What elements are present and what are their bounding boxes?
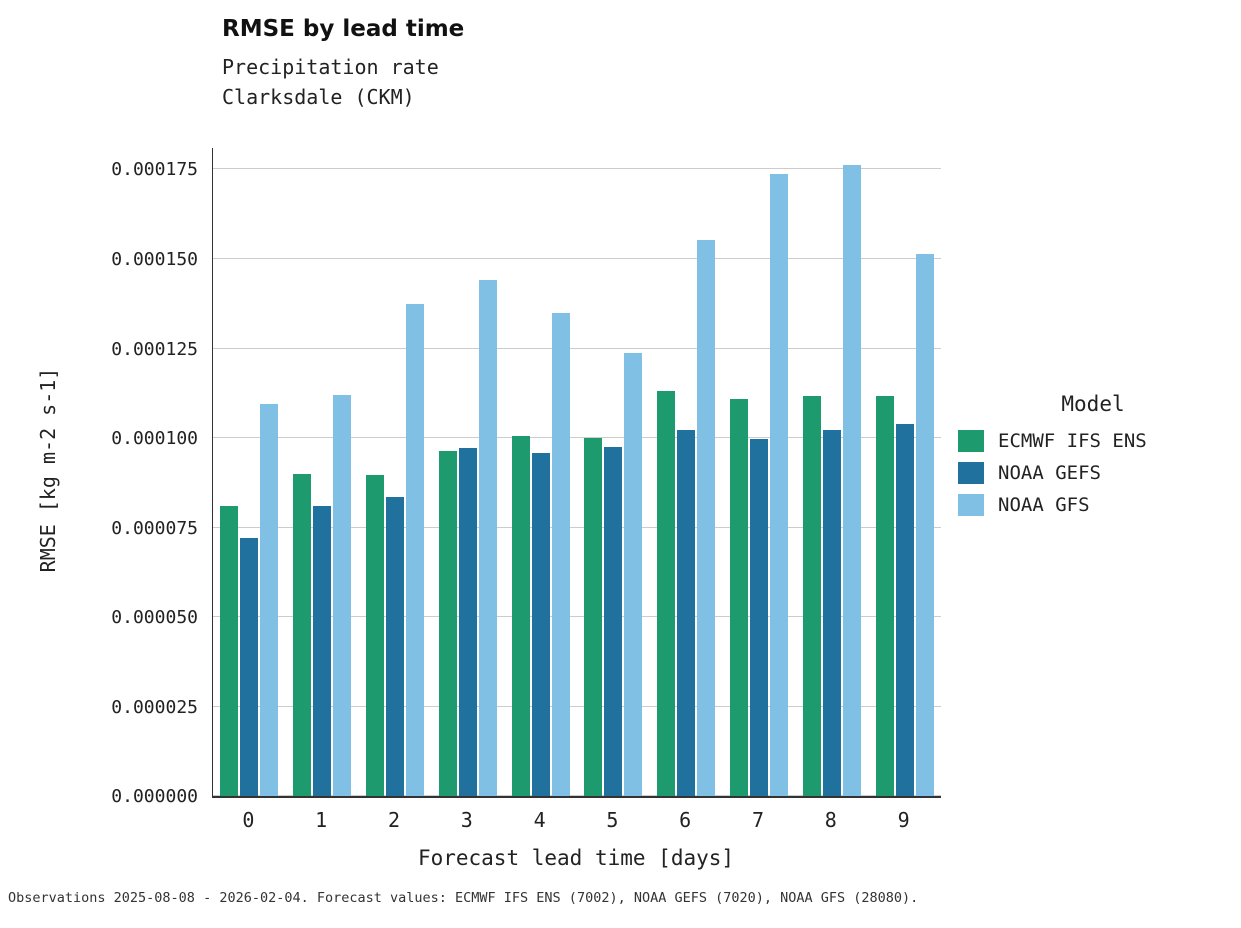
x-tick-label: 1 bbox=[315, 808, 328, 832]
bar-noaa-gefs bbox=[749, 439, 768, 796]
legend-entries: ECMWF IFS ENS NOAA GEFS NOAA GFS bbox=[958, 430, 1228, 516]
gridline bbox=[213, 795, 941, 796]
y-tick-label: 0.000000 bbox=[111, 786, 198, 807]
bar-noaa-gefs bbox=[677, 430, 696, 796]
gridline bbox=[213, 347, 941, 349]
x-tick-label: 0 bbox=[242, 808, 255, 832]
bar-noaa-gefs bbox=[531, 453, 550, 796]
legend-entry-label: ECMWF IFS ENS bbox=[998, 430, 1147, 452]
bar-group-day-5 bbox=[577, 148, 650, 796]
x-axis-label: Forecast lead time [days] bbox=[417, 846, 735, 870]
bar-noaa-gefs bbox=[458, 448, 477, 796]
legend-swatch-icon bbox=[958, 494, 984, 516]
bar-noaa-gfs bbox=[697, 240, 716, 796]
x-tick-label: 9 bbox=[897, 808, 910, 832]
bar-ecmwf-ifs-ens bbox=[657, 390, 676, 796]
y-tick-label: 0.000075 bbox=[111, 517, 198, 539]
legend-entry-label: NOAA GEFS bbox=[998, 462, 1101, 484]
bar-noaa-gfs bbox=[624, 353, 643, 796]
bar-noaa-gefs bbox=[604, 447, 623, 796]
bar-group-day-3 bbox=[431, 148, 504, 796]
legend: Model ECMWF IFS ENS NOAA GEFS NOAA GFS bbox=[958, 392, 1228, 526]
bar-group-day-6 bbox=[650, 148, 723, 796]
bar-ecmwf-ifs-ens bbox=[511, 436, 530, 796]
y-tick-label: 0.000050 bbox=[111, 607, 198, 628]
bar-group-day-1 bbox=[286, 148, 359, 796]
bar-noaa-gfs bbox=[915, 254, 934, 796]
legend-entry: NOAA GEFS bbox=[958, 462, 1228, 484]
bar-ecmwf-ifs-ens bbox=[584, 438, 603, 796]
chart-title: RMSE by lead time bbox=[222, 16, 465, 42]
bar-noaa-gefs bbox=[385, 497, 404, 796]
bar-noaa-gfs bbox=[478, 280, 497, 796]
bar-ecmwf-ifs-ens bbox=[438, 451, 457, 796]
x-tick-label: 8 bbox=[824, 808, 837, 832]
footer-caption: Observations 2025-08-08 - 2026-02-04. Fo… bbox=[8, 890, 919, 906]
bar-noaa-gefs bbox=[895, 423, 914, 796]
bar-noaa-gefs bbox=[822, 430, 841, 796]
bar-group-day-2 bbox=[359, 148, 432, 796]
y-tick-labels: 0.000000 0.000025 0.000050 0.000075 0.000100… bbox=[0, 148, 198, 807]
gridline bbox=[213, 526, 941, 528]
y-tick-label: 0.000175 bbox=[111, 159, 198, 181]
bar-ecmwf-ifs-ens bbox=[729, 398, 748, 796]
y-tick-label: 0.000025 bbox=[111, 696, 198, 718]
x-tick-label: 5 bbox=[606, 808, 619, 832]
y-tick-label: 0.000100 bbox=[111, 428, 198, 449]
x-tick-label: 7 bbox=[751, 808, 765, 832]
legend-entry: NOAA GFS bbox=[958, 494, 1228, 516]
y-tick-label: 0.000125 bbox=[111, 338, 198, 360]
legend-swatch-icon bbox=[958, 462, 984, 484]
bar-ecmwf-ifs-ens bbox=[365, 474, 384, 796]
bar-ecmwf-ifs-ens bbox=[220, 506, 239, 796]
bar-group-day-8 bbox=[795, 148, 868, 796]
legend-entry: ECMWF IFS ENS bbox=[958, 430, 1228, 452]
x-tick-label: 6 bbox=[679, 808, 692, 832]
bar-groups bbox=[213, 148, 941, 796]
gridline bbox=[213, 168, 941, 170]
x-tick-label: 3 bbox=[460, 808, 473, 832]
x-tick-label: 2 bbox=[387, 808, 401, 832]
x-tick-labels: 0 1 2 3 4 5 6 7 8 9 bbox=[212, 808, 940, 836]
plot-area bbox=[212, 148, 941, 798]
legend-swatch-icon bbox=[958, 430, 984, 452]
gridline bbox=[213, 616, 941, 617]
bar-noaa-gfs bbox=[405, 304, 424, 796]
bar-group-day-9 bbox=[868, 148, 941, 796]
legend-entry-label: NOAA GFS bbox=[998, 494, 1090, 516]
bar-group-day-7 bbox=[723, 148, 796, 796]
y-tick-label: 0.000150 bbox=[111, 248, 198, 270]
bar-noaa-gefs bbox=[313, 506, 332, 796]
bar-ecmwf-ifs-ens bbox=[875, 395, 894, 796]
gridline bbox=[213, 437, 941, 438]
bar-noaa-gfs bbox=[551, 313, 570, 796]
bar-noaa-gfs bbox=[769, 174, 788, 796]
bar-group-day-4 bbox=[504, 148, 577, 796]
gridline bbox=[213, 257, 941, 259]
bar-noaa-gfs bbox=[333, 395, 352, 796]
bar-noaa-gefs bbox=[240, 537, 259, 796]
chart-subtitle: Precipitation rate Clarksdale (CKM) bbox=[222, 55, 439, 109]
bar-ecmwf-ifs-ens bbox=[293, 473, 312, 796]
bar-ecmwf-ifs-ens bbox=[802, 396, 821, 796]
legend-title: Model bbox=[1061, 392, 1125, 416]
bar-noaa-gfs bbox=[260, 403, 279, 796]
bar-group-day-0 bbox=[213, 148, 286, 796]
bar-noaa-gfs bbox=[842, 164, 861, 796]
gridline bbox=[213, 705, 941, 707]
x-tick-label: 4 bbox=[533, 808, 546, 832]
